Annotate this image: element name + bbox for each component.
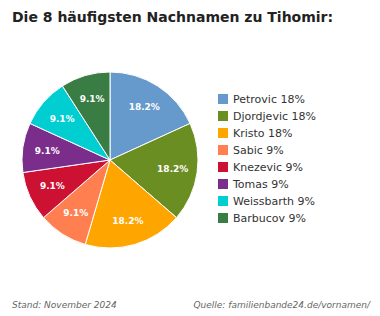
legend-swatch — [218, 128, 228, 138]
legend-swatch — [218, 94, 228, 104]
data-labels: 18.2% 18.2% 18.2% 9.1% 9.1% 9.1% 9.1% 9.1% — [35, 94, 189, 226]
legend-label: Tomas 9% — [232, 178, 289, 191]
footer-note: Stand: November 2024 — [12, 300, 117, 310]
legend-swatch — [218, 145, 228, 155]
legend-item: Tomas 9% — [218, 178, 289, 191]
legend-item: Knezevic 9% — [218, 161, 303, 174]
legend-label: Kristo 18% — [233, 127, 293, 140]
data-label: 18.2% — [129, 102, 160, 112]
data-label: 18.2% — [157, 164, 188, 174]
legend-item: Weissbarth 9% — [218, 195, 315, 208]
legend: Petrovic 18% Djordjevic 18% Kristo 18% Sabi… — [218, 93, 316, 225]
data-label: 18.2% — [112, 216, 143, 226]
legend-swatch — [218, 111, 228, 121]
legend-label: Djordjevic 18% — [233, 110, 316, 123]
chart: Die 8 häufigsten Nachnamen zu Tihomir: 18… — [0, 0, 380, 316]
legend-label: Weissbarth 9% — [233, 195, 315, 208]
footer-note: Quelle: familienbande24.de/vornamen/ — [193, 300, 370, 310]
legend-label: Sabic 9% — [233, 144, 284, 157]
legend-item: Sabic 9% — [218, 144, 284, 157]
legend-item: Barbucov 9% — [218, 212, 306, 225]
legend-item: Petrovic 18% — [218, 93, 305, 106]
data-label: 9.1% — [50, 114, 75, 124]
legend-label: Petrovic 18% — [233, 93, 305, 106]
legend-label: Knezevic 9% — [233, 161, 303, 174]
legend-swatch — [218, 179, 228, 189]
legend-swatch — [218, 162, 228, 172]
pie — [22, 72, 198, 248]
legend-swatch — [218, 213, 228, 223]
data-label: 9.1% — [35, 146, 60, 156]
legend-swatch — [218, 196, 228, 206]
legend-item: Kristo 18% — [218, 127, 293, 140]
title: Die 8 häufigsten Nachnamen zu Tihomir: — [12, 9, 333, 25]
data-label: 9.1% — [80, 94, 105, 104]
legend-item: Djordjevic 18% — [218, 110, 316, 123]
data-label: 9.1% — [40, 181, 65, 191]
legend-label: Barbucov 9% — [233, 212, 306, 225]
data-label: 9.1% — [63, 208, 88, 218]
